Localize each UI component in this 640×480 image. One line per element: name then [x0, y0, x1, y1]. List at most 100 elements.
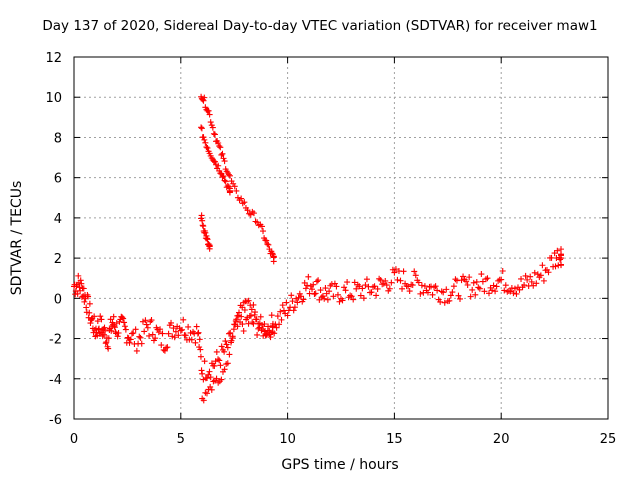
data-point — [279, 302, 286, 309]
data-point — [197, 346, 204, 353]
data-point — [291, 304, 298, 311]
data-point — [180, 316, 187, 323]
data-point — [429, 291, 436, 298]
data-point — [250, 210, 257, 217]
data-point — [97, 329, 104, 336]
data-point — [74, 290, 81, 297]
data-point — [121, 323, 128, 330]
data-point — [389, 266, 396, 273]
data-point — [221, 158, 228, 165]
x-tick-label: 10 — [279, 432, 296, 447]
data-point — [86, 300, 93, 307]
data-point — [223, 341, 230, 348]
data-point — [399, 285, 406, 292]
data-point — [194, 330, 201, 337]
data-point — [333, 283, 340, 290]
data-point — [311, 291, 318, 298]
data-point — [294, 299, 301, 306]
data-point — [203, 390, 210, 397]
data-point — [530, 282, 537, 289]
data-point — [238, 195, 245, 202]
data-point — [511, 285, 518, 292]
data-point — [99, 333, 106, 340]
data-point — [350, 296, 357, 303]
data-point — [148, 317, 155, 324]
data-point — [204, 374, 211, 381]
data-point — [218, 376, 225, 383]
data-point — [356, 283, 363, 290]
data-point — [209, 124, 216, 131]
data-point — [528, 278, 535, 285]
data-point — [132, 326, 139, 333]
data-point — [103, 339, 110, 346]
data-point — [222, 338, 229, 345]
data-point — [283, 299, 290, 306]
x-tick-label: 15 — [386, 432, 403, 447]
data-point — [324, 296, 331, 303]
data-point — [144, 324, 151, 331]
data-point — [226, 351, 233, 358]
data-point — [87, 320, 94, 327]
data-point — [493, 283, 500, 290]
data-point — [386, 285, 393, 292]
data-point — [179, 326, 186, 333]
data-point — [201, 136, 208, 143]
data-point — [484, 275, 491, 282]
data-point — [204, 145, 211, 152]
data-point — [508, 285, 515, 292]
data-point — [450, 283, 457, 290]
data-point — [458, 277, 465, 284]
data-point — [513, 290, 520, 297]
data-point — [226, 187, 233, 194]
data-point — [344, 279, 351, 286]
data-point — [300, 296, 307, 303]
data-point — [531, 269, 538, 276]
data-point — [233, 187, 240, 194]
data-point — [457, 295, 464, 302]
data-point — [499, 268, 506, 275]
data-point — [227, 339, 234, 346]
data-point — [192, 339, 199, 346]
data-point — [211, 158, 218, 165]
data-point — [437, 298, 444, 305]
data-point — [136, 333, 143, 340]
data-point — [264, 327, 271, 334]
data-point — [244, 207, 251, 214]
data-point — [198, 212, 205, 219]
y-tick-label: 2 — [54, 252, 62, 267]
data-point — [102, 340, 109, 347]
y-tick-label: -6 — [49, 413, 62, 428]
data-point — [239, 321, 246, 328]
data-point — [198, 124, 205, 131]
data-point — [224, 344, 231, 351]
data-point — [481, 288, 488, 295]
data-point — [234, 312, 241, 319]
data-point — [253, 316, 260, 323]
data-point — [498, 276, 505, 283]
data-point — [126, 339, 133, 346]
data-point — [143, 321, 150, 328]
data-point — [339, 297, 346, 304]
data-point — [447, 292, 454, 299]
data-point — [261, 328, 268, 335]
data-point — [368, 289, 375, 296]
data-point — [263, 237, 270, 244]
data-point — [198, 367, 205, 374]
data-point — [229, 334, 236, 341]
data-point — [463, 278, 470, 285]
data-point — [94, 318, 101, 325]
data-point — [258, 223, 265, 230]
data-point — [289, 298, 296, 305]
data-point — [86, 309, 93, 316]
data-point — [485, 290, 492, 297]
data-point — [142, 317, 149, 324]
data-point — [217, 362, 224, 369]
data-point — [371, 283, 378, 290]
data-point — [502, 282, 509, 289]
data-point — [220, 155, 227, 162]
data-point — [182, 332, 189, 339]
data-point — [200, 97, 207, 104]
data-point — [263, 332, 270, 339]
data-point — [537, 272, 544, 279]
data-point — [424, 289, 431, 296]
